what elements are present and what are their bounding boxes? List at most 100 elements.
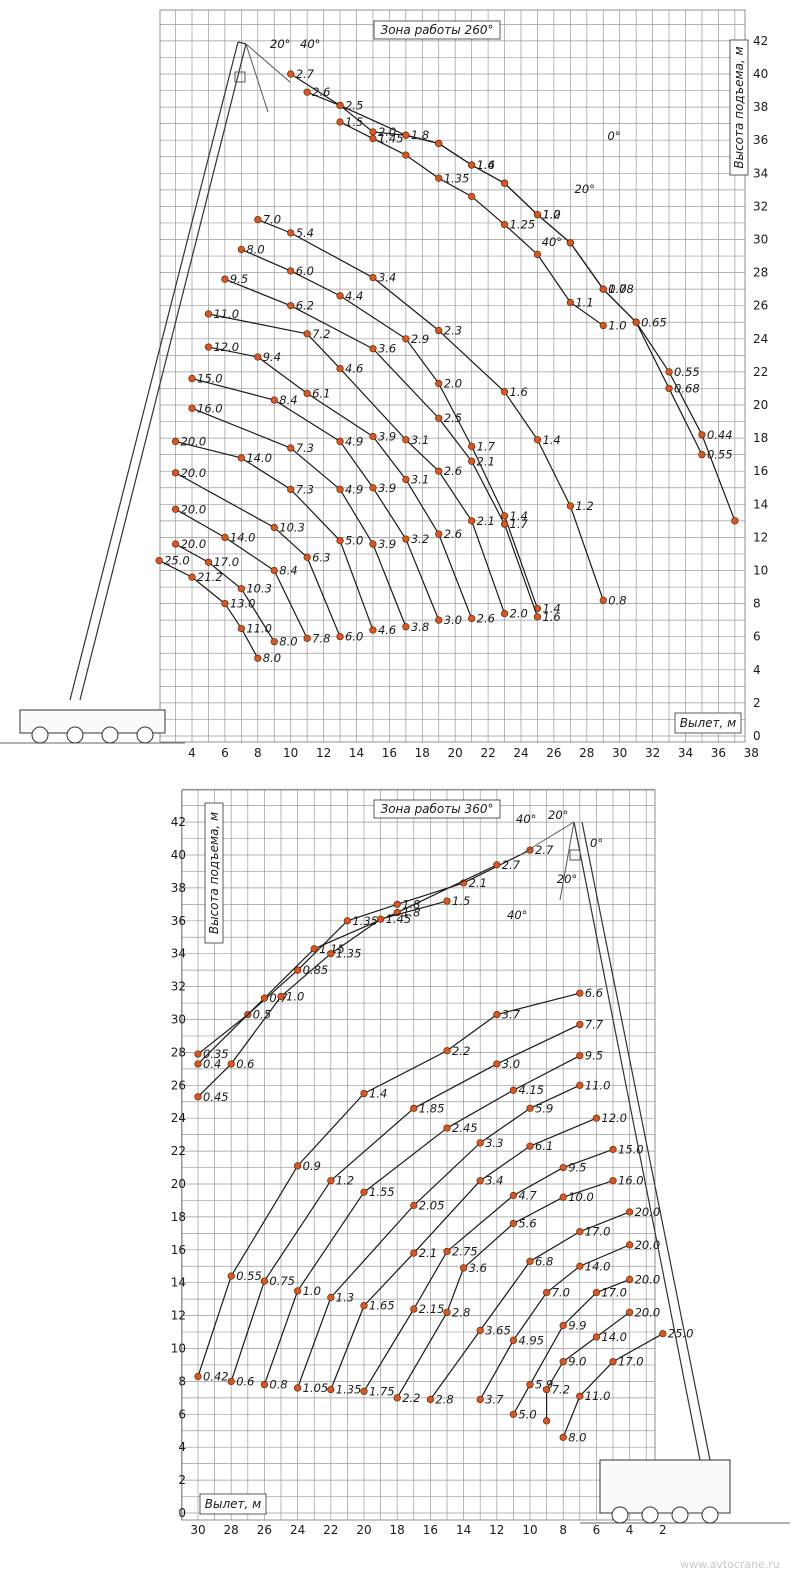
load-point — [410, 1104, 418, 1112]
chart-title: Зона работы 260° — [381, 23, 494, 37]
load-point — [533, 211, 542, 219]
load-point — [377, 915, 385, 923]
truck-wheel — [701, 1506, 719, 1524]
load-point — [294, 1384, 302, 1392]
load-point — [500, 512, 509, 520]
load-label: 4.7 — [518, 1189, 537, 1203]
load-point — [443, 1308, 451, 1316]
load-label: 0.42 — [203, 1369, 229, 1383]
load-label: 3.9 — [378, 429, 396, 443]
load-label: 25.0 — [164, 554, 190, 568]
load-point — [310, 945, 318, 953]
load-label: 3.8 — [411, 620, 429, 634]
x-tick-label: 24 — [290, 1523, 305, 1537]
load-point — [542, 1417, 551, 1425]
load-label: 1.0 — [286, 989, 304, 1003]
load-label: 16.0 — [618, 1174, 644, 1188]
load-point — [609, 1177, 617, 1185]
load-point — [360, 1387, 368, 1395]
load-label: 4.4 — [345, 289, 363, 303]
y-tick-label: 38 — [753, 100, 768, 114]
load-point — [327, 1386, 335, 1394]
load-point — [336, 437, 344, 446]
x-tick-label: 38 — [744, 746, 759, 760]
load-point — [566, 298, 574, 306]
load-label: 6.2 — [296, 299, 314, 313]
series-12: 20.0 10.3 6.3 6.0 — [171, 466, 363, 644]
load-point — [533, 613, 542, 621]
load-point — [369, 626, 377, 634]
load-point — [468, 161, 476, 169]
load-label: 0.9 — [303, 1159, 321, 1173]
y-axis-label-box — [729, 39, 749, 176]
load-label: 20.0 — [181, 537, 207, 551]
y-tick-label: 40 — [171, 848, 186, 862]
series-7: 11.0 7.2 4.6 3.1 2.6 2.1 2.0 — [204, 307, 528, 621]
crane-jib — [519, 821, 575, 901]
load-label: 9.5 — [568, 1161, 586, 1175]
load-point — [402, 475, 410, 484]
load-label: 3.65 — [485, 1323, 511, 1337]
load-label: 9.0 — [568, 1355, 586, 1369]
load-label: 14.0 — [246, 451, 272, 465]
load-label: 6.1 — [312, 386, 330, 400]
load-point — [303, 553, 311, 561]
series-10: 16.0 10.0 5.6 3.6 2.8 2.2 — [393, 1174, 644, 1405]
load-point — [625, 1275, 634, 1284]
load-point — [493, 861, 501, 869]
load-point — [493, 1060, 501, 1068]
load-label: 4.9 — [345, 434, 363, 448]
load-point — [592, 1333, 601, 1341]
x-tick-label: 28 — [579, 746, 594, 760]
load-point — [303, 88, 311, 96]
load-label: 0.68 — [674, 381, 700, 395]
load-label: 3.6 — [378, 342, 396, 356]
load-label: 1.4 — [369, 1087, 387, 1101]
load-label: 7.2 — [312, 327, 330, 341]
y-tick-label: 2 — [753, 696, 761, 710]
load-point — [369, 484, 377, 492]
load-point — [393, 900, 401, 908]
load-point — [576, 1392, 584, 1400]
load-label: 20.0 — [181, 466, 207, 480]
chart-2: 30 28 26 24 22 20 18 16 14 12 10 8 6 4 202468101214161… — [171, 788, 790, 1537]
load-label: 0.35 — [203, 1047, 229, 1061]
load-point — [526, 1104, 534, 1112]
load-label: 6.0 — [345, 630, 363, 644]
load-point — [194, 1050, 202, 1058]
x-tick-label: 34 — [678, 746, 693, 760]
plot-frame — [159, 9, 746, 743]
boom-angle-label: 40° — [300, 37, 320, 51]
load-point — [270, 396, 278, 404]
load-point — [287, 70, 295, 78]
load-label: 2.2 — [402, 1391, 420, 1405]
y-tick-label: 28 — [753, 266, 768, 280]
y-tick-label: 10 — [171, 1342, 186, 1356]
load-label: 9.5 — [585, 1049, 603, 1063]
load-label: 2.1 — [477, 454, 495, 468]
load-label: 1.8 — [411, 128, 429, 142]
load-point — [559, 1193, 567, 1201]
load-point — [327, 1293, 335, 1302]
load-label: 2.6 — [444, 464, 462, 478]
load-point — [237, 585, 245, 593]
load-label: 1.35 — [444, 171, 470, 185]
y-tick-label: 16 — [753, 464, 768, 478]
load-label: 8.0 — [568, 1430, 586, 1444]
load-label: 2.75 — [452, 1244, 478, 1258]
load-point — [303, 330, 311, 338]
y-tick-label: 40 — [753, 67, 768, 81]
y-tick-label: 0 — [178, 1506, 186, 1520]
load-point — [393, 1394, 401, 1402]
load-point — [435, 139, 443, 148]
load-label: 9.4 — [263, 350, 281, 364]
load-label: 2.5 — [345, 98, 363, 112]
load-label: 5.4 — [296, 226, 314, 240]
load-point — [731, 517, 739, 525]
load-label: 1.7 — [477, 439, 496, 453]
load-label: 17.0 — [618, 1355, 644, 1369]
load-point — [625, 1308, 634, 1316]
load-label: 1.85 — [419, 1101, 445, 1115]
load-point — [188, 374, 196, 383]
load-point — [468, 614, 476, 623]
